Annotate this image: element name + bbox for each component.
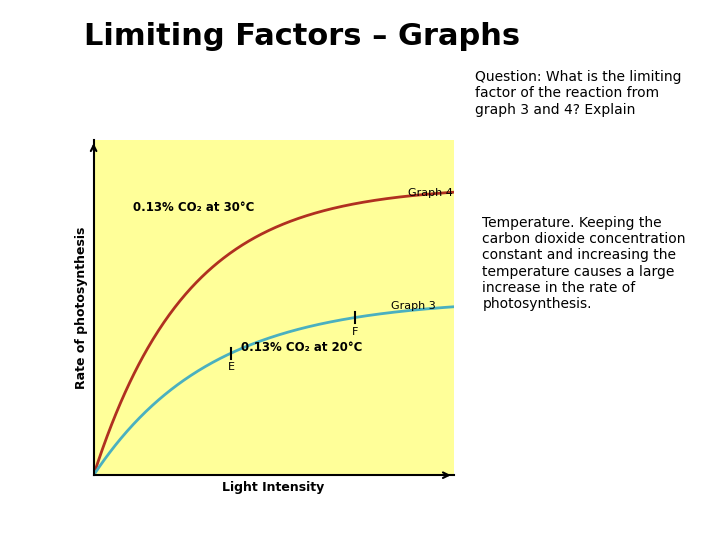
Text: F: F: [352, 327, 359, 336]
Text: Question: What is the limiting
factor of the reaction from
graph 3 and 4? Explai: Question: What is the limiting factor of…: [475, 70, 682, 117]
Text: Graph 3: Graph 3: [392, 301, 436, 312]
Text: Limiting Factors – Graphs: Limiting Factors – Graphs: [84, 22, 521, 51]
Text: Graph 4: Graph 4: [408, 188, 453, 198]
Text: E: E: [228, 362, 235, 372]
Text: 0.13% CO₂ at 20°C: 0.13% CO₂ at 20°C: [241, 341, 362, 354]
Text: Temperature. Keeping the
carbon dioxide concentration
constant and increasing th: Temperature. Keeping the carbon dioxide …: [482, 216, 686, 311]
X-axis label: Light Intensity: Light Intensity: [222, 481, 325, 494]
Y-axis label: Rate of photosynthesis: Rate of photosynthesis: [75, 227, 88, 389]
Text: 0.13% CO₂ at 30°C: 0.13% CO₂ at 30°C: [133, 201, 254, 214]
